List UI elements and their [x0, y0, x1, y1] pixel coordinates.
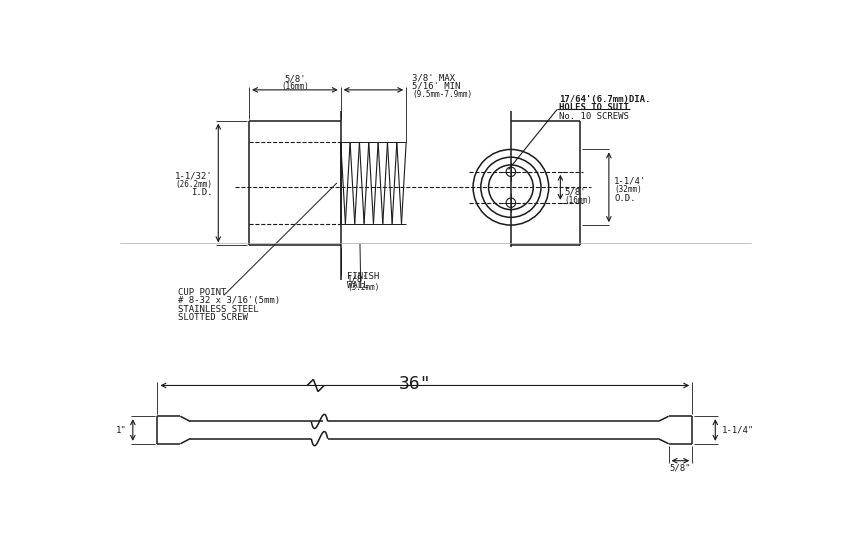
- Text: 36": 36": [399, 375, 431, 393]
- Text: (16mm): (16mm): [564, 196, 592, 205]
- Text: O.D.: O.D.: [615, 194, 636, 203]
- Text: 1": 1": [116, 426, 127, 435]
- Text: 5/16' MIN: 5/16' MIN: [412, 81, 461, 90]
- Text: (3.2mm): (3.2mm): [347, 283, 379, 292]
- Text: (26.2mm): (26.2mm): [175, 180, 212, 189]
- Text: (9.5mm-7.9mm): (9.5mm-7.9mm): [412, 90, 473, 99]
- Text: SLOTTED SCREW: SLOTTED SCREW: [178, 313, 247, 322]
- Text: 5/8': 5/8': [284, 75, 306, 84]
- Text: FINISH: FINISH: [347, 272, 379, 281]
- Text: 17/64'(6.7mm)DIA.: 17/64'(6.7mm)DIA.: [559, 95, 651, 104]
- Text: 5/8": 5/8": [670, 464, 691, 473]
- Text: 1-1/4': 1-1/4': [615, 176, 647, 186]
- Text: CUP POINT: CUP POINT: [178, 287, 226, 297]
- Text: (16mm): (16mm): [281, 82, 309, 92]
- Text: STAINLESS STEEL: STAINLESS STEEL: [178, 305, 258, 314]
- Text: WALL: WALL: [347, 281, 368, 290]
- Text: No. 10 SCREWS: No. 10 SCREWS: [559, 112, 629, 121]
- Text: # 8-32 x 3/16'(5mm): # 8-32 x 3/16'(5mm): [178, 296, 280, 305]
- Text: (32mm): (32mm): [615, 185, 642, 194]
- Text: I.D.: I.D.: [190, 189, 212, 198]
- Text: 3/8' MAX: 3/8' MAX: [412, 73, 456, 82]
- Text: HOLES TO SUIT: HOLES TO SUIT: [559, 103, 629, 112]
- Text: 5/8': 5/8': [564, 187, 586, 196]
- Text: 1/8': 1/8': [347, 275, 368, 283]
- Text: 1-1/4": 1-1/4": [722, 426, 754, 435]
- Text: 1-1/32': 1-1/32': [174, 171, 212, 181]
